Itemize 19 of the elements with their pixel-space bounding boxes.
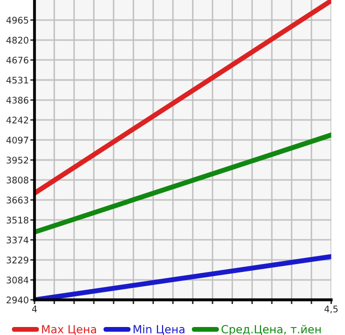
x-tick-label: 4,5 — [324, 306, 338, 314]
y-tick-label: 3952 — [6, 156, 28, 164]
y-tick-label: 3518 — [6, 216, 28, 224]
y-tick-label: 4820 — [6, 36, 28, 44]
y-tick-label: 3374 — [6, 236, 28, 244]
y-tick-label: 2940 — [6, 296, 28, 304]
y-tick-label: 3663 — [6, 196, 28, 204]
y-tick-label: 4676 — [6, 56, 28, 64]
y-tick-label: 4242 — [6, 116, 28, 124]
y-tick-label: 4386 — [6, 96, 28, 104]
y-tick-label: 4965 — [6, 16, 28, 24]
legend-label: Max Цена — [42, 325, 96, 335]
x-tick-label: 4 — [32, 306, 37, 312]
y-tick-label: 3084 — [6, 276, 28, 284]
y-tick-label: 3808 — [6, 176, 28, 184]
y-tick-label: 4531 — [6, 76, 28, 84]
legend-label: Min Цена — [134, 324, 184, 335]
y-tick-label: 4097 — [6, 136, 28, 144]
y-tick-label: 3229 — [6, 256, 28, 264]
